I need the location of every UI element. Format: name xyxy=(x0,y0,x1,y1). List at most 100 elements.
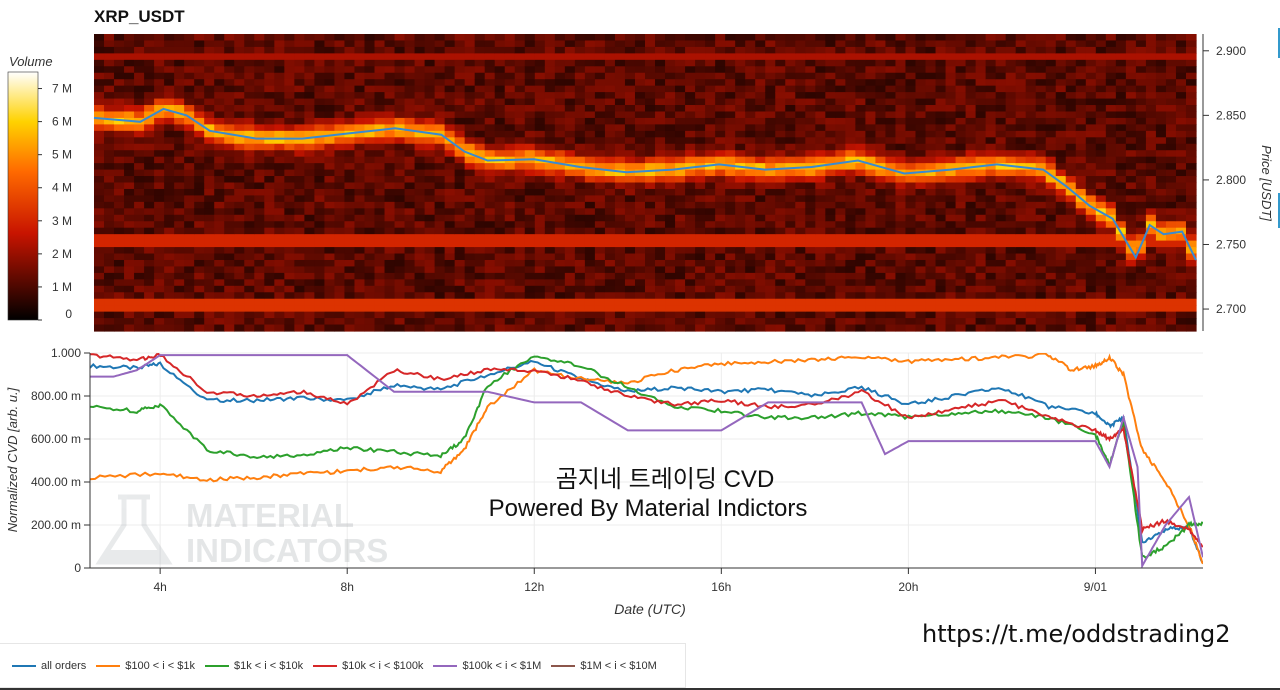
heatmap-cell xyxy=(1045,163,1057,171)
heatmap-cell xyxy=(675,130,686,138)
heatmap-cell xyxy=(1055,208,1067,216)
heatmap-cell xyxy=(1055,195,1067,203)
heatmap-cell xyxy=(354,234,366,242)
heatmap-cell xyxy=(424,34,436,42)
heatmap-cell xyxy=(624,279,636,287)
heatmap-cell xyxy=(715,117,726,125)
heatmap-cell xyxy=(735,240,746,248)
heatmap-cell xyxy=(915,46,927,54)
heatmap-cell xyxy=(114,234,125,242)
heatmap-cell xyxy=(1105,176,1117,184)
heatmap-cell xyxy=(1165,182,1177,190)
heatmap-cell xyxy=(1125,163,1137,171)
heatmap-cell xyxy=(1115,195,1127,203)
heatmap-cell xyxy=(494,66,506,74)
heatmap-cell xyxy=(945,143,957,151)
heatmap-cell xyxy=(264,176,275,184)
heatmap-cell xyxy=(224,214,235,222)
heatmap-cell xyxy=(304,195,315,203)
heatmap-cell xyxy=(474,169,486,177)
heatmap-cell xyxy=(314,40,326,48)
heatmap-cell xyxy=(314,318,326,326)
heatmap-cell xyxy=(164,176,175,184)
heatmap-cell xyxy=(655,292,666,300)
heatmap-cell xyxy=(194,34,205,42)
heatmap-cell xyxy=(624,221,636,229)
heatmap-cell xyxy=(184,163,195,171)
heatmap-cell xyxy=(685,40,696,48)
heatmap-cell xyxy=(564,298,576,306)
heatmap-cell xyxy=(294,163,305,171)
heatmap-cell xyxy=(624,92,636,100)
heatmap-cell xyxy=(354,98,366,106)
heatmap-cell xyxy=(474,150,486,158)
heatmap-cell xyxy=(1055,259,1067,268)
heatmap-cell xyxy=(665,117,676,125)
heatmap-cell xyxy=(975,137,987,145)
heatmap-cell xyxy=(655,156,666,164)
heatmap-cell xyxy=(534,259,546,268)
heatmap-cell xyxy=(254,98,265,106)
heatmap-cell xyxy=(404,279,416,287)
heatmap-cell xyxy=(274,156,285,164)
heatmap-cell xyxy=(364,150,376,158)
heatmap-cell xyxy=(995,227,1007,235)
heatmap-cell xyxy=(194,221,205,229)
heatmap-cell xyxy=(364,253,376,261)
heatmap-cell xyxy=(444,176,456,184)
heatmap-cell xyxy=(705,227,716,235)
heatmap-cell xyxy=(504,46,516,54)
heatmap-cell xyxy=(755,292,766,300)
heatmap-cell xyxy=(584,208,596,216)
heatmap-cell xyxy=(835,182,846,190)
heatmap-cell xyxy=(364,143,376,151)
heatmap-cell xyxy=(1025,98,1037,106)
heatmap-cell xyxy=(544,163,556,171)
heatmap-cell xyxy=(204,227,215,235)
heatmap-cell xyxy=(835,292,846,300)
heatmap-cell xyxy=(454,272,466,280)
heatmap-cell xyxy=(434,156,446,164)
heatmap-cell xyxy=(1125,298,1137,306)
heatmap-cell xyxy=(675,324,686,332)
heatmap-cell xyxy=(1115,98,1127,106)
heatmap-cell xyxy=(304,272,315,280)
heatmap-cell xyxy=(284,208,295,216)
heatmap-cell xyxy=(394,227,406,235)
heatmap-cell xyxy=(414,124,426,132)
heatmap-cell xyxy=(244,40,255,48)
heatmap-cell xyxy=(214,163,225,171)
heatmap-cell xyxy=(725,318,736,326)
heatmap-cell xyxy=(815,259,826,268)
heatmap-cell xyxy=(1025,53,1037,61)
heatmap-cell xyxy=(144,285,155,293)
heatmap-cell xyxy=(264,272,275,280)
heatmap-cell xyxy=(634,318,646,326)
heatmap-cell xyxy=(104,98,115,106)
heatmap-cell xyxy=(785,266,796,274)
heatmap-cell xyxy=(194,240,205,248)
heatmap-cell xyxy=(745,324,756,332)
heatmap-cell xyxy=(94,305,105,313)
heatmap-cell xyxy=(945,53,957,61)
heatmap-cell xyxy=(444,150,456,158)
heatmap-cell xyxy=(1105,253,1117,261)
heatmap-cell xyxy=(795,247,806,255)
heatmap-cell xyxy=(254,266,265,274)
heatmap-cell xyxy=(1005,305,1017,313)
heatmap-cell xyxy=(384,156,396,164)
heatmap-cell xyxy=(775,221,786,229)
heatmap-cell xyxy=(1145,182,1157,190)
heatmap-cell xyxy=(1035,46,1047,54)
heatmap-cell xyxy=(524,292,536,300)
heatmap-cell xyxy=(254,34,265,42)
heatmap-cell xyxy=(104,150,115,158)
heatmap-cell xyxy=(1045,201,1057,209)
heatmap-cell xyxy=(464,105,476,113)
heatmap-cell xyxy=(1025,240,1037,248)
heatmap-cell xyxy=(334,298,346,306)
heatmap-cell xyxy=(254,195,265,203)
heatmap-cell xyxy=(574,214,586,222)
heatmap-cell xyxy=(544,259,556,268)
heatmap-cell xyxy=(815,130,826,138)
